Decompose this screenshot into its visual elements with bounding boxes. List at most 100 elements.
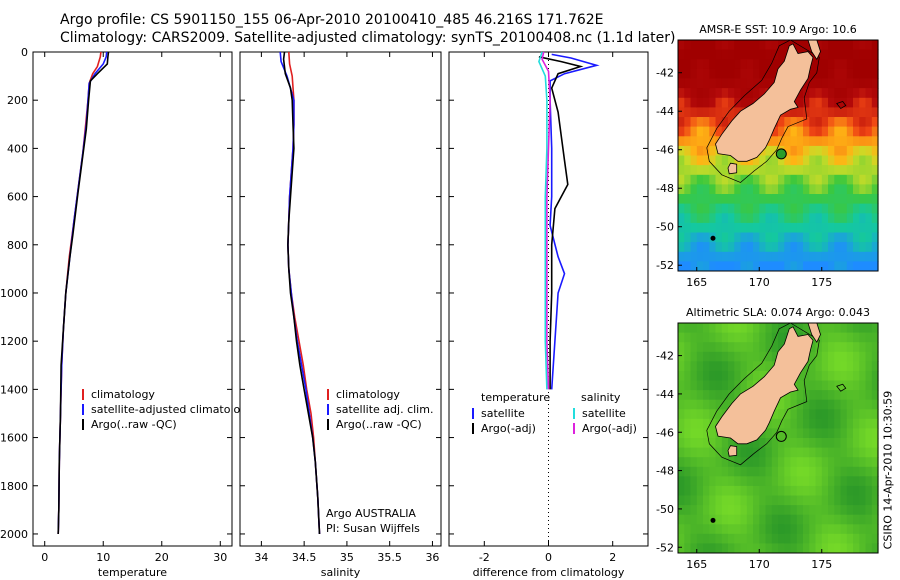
sst_map-cell — [865, 78, 873, 89]
sst_map-cell — [840, 174, 848, 185]
sla_map-cell — [846, 514, 854, 525]
sst_map-cell — [740, 194, 748, 205]
sst_map-cell — [690, 174, 698, 185]
sst_map-cell — [865, 59, 873, 70]
sst_map-cell — [784, 107, 792, 118]
sst_map-cell — [734, 194, 742, 205]
sla_map-cell — [859, 418, 867, 429]
sst_map-cell — [853, 136, 860, 147]
legend-salinity-label: satellite — [582, 407, 626, 420]
sla_map-cell — [753, 495, 760, 506]
sla_map-cell — [765, 533, 773, 544]
sst_map-cell — [784, 242, 792, 253]
sst_map-cell — [809, 155, 817, 166]
sst_map-cell — [790, 165, 798, 176]
sla_map-cell — [865, 323, 873, 334]
sla_map-cell — [859, 514, 867, 525]
sla_map-cell — [803, 361, 810, 372]
sla_map-cell — [865, 361, 873, 372]
sst_map-cell — [840, 155, 848, 166]
sst_map-cell — [796, 145, 804, 156]
difference-series-temperature-satellite — [549, 53, 600, 390]
sla_map-cell — [703, 505, 710, 516]
sst_map-cell — [753, 194, 760, 205]
sst_map-cell — [796, 107, 804, 118]
sst_map-cell — [815, 78, 823, 89]
sla_map-cell — [734, 332, 742, 343]
sla_map-cell — [746, 514, 754, 525]
sst_map-cell — [803, 251, 810, 262]
salinity-legend-label: climatology — [336, 388, 400, 401]
sst_map-cell — [853, 184, 860, 195]
sla_map-cell — [728, 476, 735, 487]
sla_map-cell — [821, 485, 829, 496]
sst_map-cell — [678, 117, 685, 128]
sst_map-cell — [871, 222, 879, 233]
sla_map-cell — [778, 428, 785, 439]
salinity-panel: 34 34.5 35 35.5 36 salinity climatology satelli… — [239, 51, 442, 579]
sst_map-cell — [778, 155, 785, 166]
sst_map-cell — [784, 145, 792, 156]
sst_map-cell — [853, 213, 860, 224]
sst_map-x-tick-label: 175 — [811, 276, 832, 289]
sst_map-cell — [734, 68, 742, 79]
sla_map-cell — [846, 524, 854, 535]
sst_map-cell — [696, 174, 704, 185]
sla_map-cell — [859, 342, 867, 353]
sla_map-cell — [728, 466, 735, 477]
sla_map-cell — [853, 390, 860, 401]
sla_map-cell — [803, 428, 810, 439]
sst_map-cell — [790, 117, 798, 128]
salinity-x-tick-label: 34 — [254, 551, 268, 564]
sst_map-cell — [840, 213, 848, 224]
sst_map-cell — [753, 174, 760, 185]
sst_map-cell — [846, 136, 854, 147]
sla_map-cell — [740, 505, 748, 516]
sla_map-cell — [821, 524, 829, 535]
sla_map-cell — [690, 418, 698, 429]
sst_map-cell — [721, 184, 729, 195]
sst_map-cell — [771, 68, 779, 79]
sst_map-cell — [840, 165, 848, 176]
sst_map-cell — [765, 68, 773, 79]
sla_map-cell — [828, 418, 835, 429]
sla_map-cell — [753, 323, 760, 334]
sla_map-cell — [871, 505, 879, 516]
sla_map-cell — [796, 485, 804, 496]
sst_map-cell — [840, 136, 848, 147]
sla_map-cell — [721, 543, 729, 554]
sla_map-cell — [728, 351, 735, 362]
sla_map-cell — [740, 543, 748, 554]
sst_map-cell — [809, 68, 817, 79]
sst_map-cell — [746, 97, 754, 108]
sla_map-cell — [771, 505, 779, 516]
sla_map-cell — [771, 476, 779, 487]
sla_map-cell — [859, 370, 867, 381]
sla_map-cell — [865, 332, 873, 343]
sst_map-x-tick-label: 165 — [686, 276, 707, 289]
sla_map-cell — [821, 533, 829, 544]
sst_map-cell — [771, 222, 779, 233]
sst_map-cell — [815, 213, 823, 224]
sla_map-cell — [715, 524, 723, 535]
sla_map-cell — [871, 323, 879, 334]
sla_map-cell — [703, 495, 710, 506]
sla_map-cell — [696, 399, 704, 410]
sst_map-cell — [846, 222, 854, 233]
sla_map-cell — [753, 370, 760, 381]
sla_map-cell — [759, 514, 767, 525]
sla_map-field — [678, 323, 879, 554]
sla_map-cell — [840, 524, 848, 535]
sst_map-cell — [696, 232, 704, 243]
sst_map-cell — [865, 126, 873, 137]
sla_map-cell — [853, 495, 860, 506]
sla_map-cell — [865, 438, 873, 449]
sla_map-cell — [721, 323, 729, 334]
sla_map-cell — [678, 485, 685, 496]
sla_map-cell — [865, 418, 873, 429]
sla_map-cell — [753, 505, 760, 516]
sst_map-cell — [690, 40, 698, 51]
sst_map-cell — [721, 59, 729, 70]
sst_map-cell — [815, 232, 823, 243]
sla_map-cell — [865, 543, 873, 554]
